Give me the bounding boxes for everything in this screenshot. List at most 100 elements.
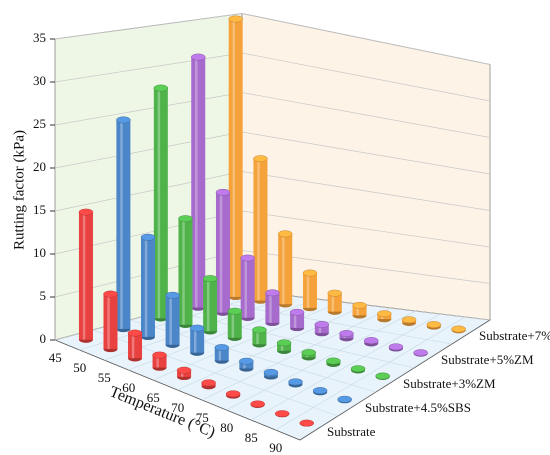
bar-top [314,321,330,328]
bar-shine [206,278,210,332]
bar [327,289,343,315]
bar-shine [244,258,247,318]
bar-body [140,237,155,337]
bar [153,84,169,322]
floor-grid [177,304,367,391]
bar [326,357,341,367]
bar [214,344,230,364]
z-tick-label: 20 [33,159,46,174]
x-tick-label: 85 [245,430,258,445]
bar-top [152,351,167,359]
z-tick-label: 0 [40,331,47,346]
bar-body [290,312,305,328]
bar-shine [232,18,235,297]
bar [103,290,118,353]
bar [339,330,354,342]
bar-shine [269,292,272,323]
bar-body [265,292,280,323]
bar [289,308,305,332]
bar [191,53,206,311]
z-tick-label: 15 [33,202,46,217]
bar-body [252,329,267,345]
x-tick-label: 80 [220,420,233,435]
bar-top [240,254,255,262]
bar-body [277,342,292,351]
bar-body [128,333,143,359]
bar-shine [144,237,148,337]
bar [201,379,216,390]
z-tick-label: 30 [33,73,46,88]
bar-body [278,233,293,305]
bar-top [189,324,205,332]
bar-body [153,88,168,319]
floor-grid [201,307,391,401]
bar-top [350,365,366,373]
bar-shine [331,293,335,312]
z-tick-label: 5 [40,288,47,303]
bar [265,289,280,327]
bar-shine [194,328,197,353]
bar-body [103,294,118,349]
bar-top [352,301,367,309]
bar-top [363,337,379,345]
bar [377,310,392,323]
floor-grid [226,310,416,411]
bar-top [140,233,156,241]
bar [299,419,314,427]
legend-label: Substrate+4.5%SBS [365,400,471,415]
bar-shine [257,158,260,301]
bar-shine [318,324,322,334]
bar-top [103,290,118,298]
bar-shine [157,88,161,319]
bar [302,269,318,312]
bar-shine [169,295,172,345]
legend-label: Substrate [327,424,376,439]
bar-body [215,192,230,313]
z-tick-label: 10 [33,245,46,260]
bar-shine [195,57,198,308]
bar [413,349,428,357]
bar-shine [156,355,159,368]
bar [152,351,167,371]
bar-body [190,328,205,353]
bar-top [153,84,169,92]
bar [363,337,379,347]
bar-top [299,419,314,427]
bar [78,208,94,343]
bar [116,116,131,333]
bar-shine [182,218,185,325]
bar-body [116,119,131,329]
bar [228,15,243,301]
bar-top [265,289,280,297]
bar-body [152,355,167,368]
bar-top [214,344,230,352]
bar-shine [231,311,235,338]
bar-top [227,307,243,315]
bar-top [339,330,354,337]
bar [239,357,254,372]
bar-shine [282,233,285,305]
bar [451,325,466,334]
bar [225,390,241,399]
floor-grid [250,313,441,421]
grid-line [54,13,491,65]
bar-top [228,15,243,23]
bar-top [116,116,131,124]
legend-label: Substrate+7%ZM [479,328,550,343]
bar-body [253,158,268,301]
legend-label: Substrate+5%ZM [441,352,534,367]
legend-label: Substrate+3%ZM [403,376,496,391]
bar-top [127,329,143,337]
bar-body [302,273,317,308]
bar-top [250,400,265,408]
bar-top [225,390,241,398]
bar [274,410,290,418]
bar-body [314,324,329,334]
bar [140,233,156,341]
bar-top [377,310,392,318]
bar [250,400,265,408]
bar-shine [293,312,297,328]
bar-shine [107,294,110,349]
bar-top [274,410,290,418]
